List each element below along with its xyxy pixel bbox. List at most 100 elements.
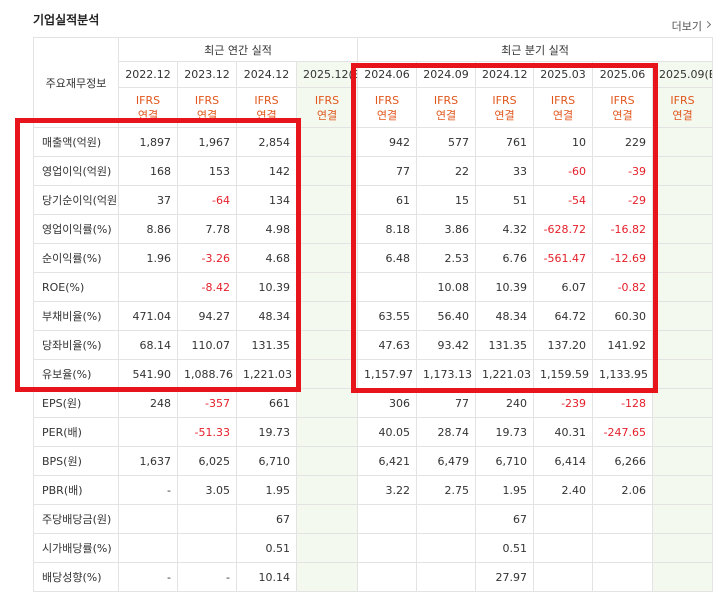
data-row: PER(배) -51.33 19.73 40.05 28.74 19.73 40.31 -24…	[33, 417, 714, 447]
row-label: ROE(%)	[33, 272, 119, 302]
value-cell: 761	[475, 127, 535, 157]
value-cell: 10.14	[236, 562, 297, 592]
value-cell: 6,025	[177, 446, 237, 476]
value-cell: 10.39	[475, 272, 535, 302]
basis-header: IFRS 연결	[475, 87, 535, 128]
value-cell: 1.95	[236, 475, 297, 505]
standard: IFRS	[374, 93, 400, 107]
value-cell: 1,088.76	[177, 359, 237, 389]
row-label: 영업이익률(%)	[33, 214, 119, 244]
value-cell	[592, 504, 654, 534]
standard: IFRS	[433, 93, 459, 107]
value-cell	[295, 330, 359, 360]
value-cell: 48.34	[236, 301, 297, 331]
value-cell: 131.35	[236, 330, 297, 360]
basis-header: IFRS 연결	[416, 87, 477, 128]
row-label: 영업이익(억원)	[33, 156, 119, 186]
period-header: 2023.12	[177, 61, 237, 88]
value-cell	[652, 272, 714, 302]
value-cell: 0.51	[475, 533, 535, 563]
data-row: 주당배당금(원) 67 67	[33, 504, 714, 534]
value-cell: 3.05	[177, 475, 237, 505]
value-cell	[652, 185, 714, 215]
data-row: EPS(원) 248 -357 661 306 77 240 -239 -128	[33, 388, 714, 418]
data-row: 부채비율(%) 471.04 94.27 48.34 63.55 56.40 48.34 64…	[33, 301, 714, 331]
group-header: 최근 연간 실적	[117, 37, 359, 62]
value-cell	[533, 504, 594, 534]
data-row: 당좌비율(%) 68.14 110.07 131.35 47.63 93.42 131.35…	[33, 330, 714, 360]
value-cell	[295, 417, 359, 447]
standard: IFRS	[670, 93, 695, 107]
row-label: PER(배)	[33, 417, 119, 447]
scope: 연결	[494, 108, 515, 122]
period-header: 2025.03	[533, 61, 594, 88]
value-cell: 1,159.59	[533, 359, 594, 389]
standard: IFRS	[254, 93, 279, 107]
period-header: 2024.12	[236, 61, 297, 88]
value-cell: 64.72	[533, 301, 594, 331]
value-cell	[118, 504, 178, 534]
value-cell: -3.26	[177, 243, 237, 273]
value-cell	[177, 504, 237, 534]
value-cell	[295, 446, 359, 476]
value-cell: 6,414	[533, 446, 594, 476]
value-cell: 1,221.03	[236, 359, 297, 389]
period-header: 2022.12	[118, 61, 178, 88]
value-cell: 1,637	[118, 446, 178, 476]
row-label: 시가배당률(%)	[33, 533, 119, 563]
value-cell: 27.97	[475, 562, 535, 592]
value-cell	[118, 272, 178, 302]
value-cell	[652, 127, 714, 157]
value-cell: 67	[475, 504, 535, 534]
value-cell: 942	[357, 127, 418, 157]
value-cell: 2.75	[416, 475, 477, 505]
row-label: 주당배당금(원)	[33, 504, 119, 534]
value-cell: 37	[118, 185, 178, 215]
value-cell: 15	[416, 185, 477, 215]
value-cell	[652, 388, 714, 418]
value-cell: 61	[357, 185, 418, 215]
value-cell: 6,421	[357, 446, 418, 476]
value-cell: 1,173.13	[416, 359, 477, 389]
value-cell	[652, 301, 714, 331]
value-cell	[295, 185, 359, 215]
value-cell: 22	[416, 156, 477, 186]
value-cell: -247.65	[592, 417, 654, 447]
value-cell: -60	[533, 156, 594, 186]
value-cell	[652, 475, 714, 505]
scope: 연결	[137, 108, 159, 122]
value-cell: 661	[236, 388, 297, 418]
period-header: 2025.06	[592, 61, 654, 88]
value-cell: 0.51	[236, 533, 297, 563]
value-cell: 1,967	[177, 127, 237, 157]
value-cell: 141.92	[592, 330, 654, 360]
value-cell: 110.07	[177, 330, 237, 360]
value-cell: 93.42	[416, 330, 477, 360]
value-cell: 248	[118, 388, 178, 418]
more-link[interactable]: 더보기	[672, 18, 710, 34]
label-header: 주요재무정보	[33, 37, 119, 128]
value-cell	[295, 388, 359, 418]
row-label: 순이익률(%)	[33, 243, 119, 273]
value-cell: -	[118, 475, 178, 505]
value-cell: -128	[592, 388, 654, 418]
value-cell: 4.98	[236, 214, 297, 244]
value-cell: 6.07	[533, 272, 594, 302]
scope: 연결	[256, 108, 277, 122]
value-cell: 2.53	[416, 243, 477, 273]
value-cell: 134	[236, 185, 297, 215]
value-cell	[177, 533, 237, 563]
basis-header: IFRS 연결	[236, 87, 297, 128]
data-row: 영업이익률(%) 8.86 7.78 4.98 8.18 3.86 4.32 -628.72-…	[33, 214, 714, 244]
value-cell: 168	[118, 156, 178, 186]
value-cell: 229	[592, 127, 654, 157]
basis-header: IFRS 연결	[295, 87, 359, 128]
value-cell: 33	[475, 156, 535, 186]
value-cell	[592, 562, 654, 592]
value-cell: 3.86	[416, 214, 477, 244]
value-cell: 3.22	[357, 475, 418, 505]
scope: 연결	[376, 108, 398, 122]
scope: 연결	[612, 108, 633, 122]
value-cell: 6,710	[236, 446, 297, 476]
data-row: 배당성향(%) - -10.14 27.97	[33, 562, 714, 592]
